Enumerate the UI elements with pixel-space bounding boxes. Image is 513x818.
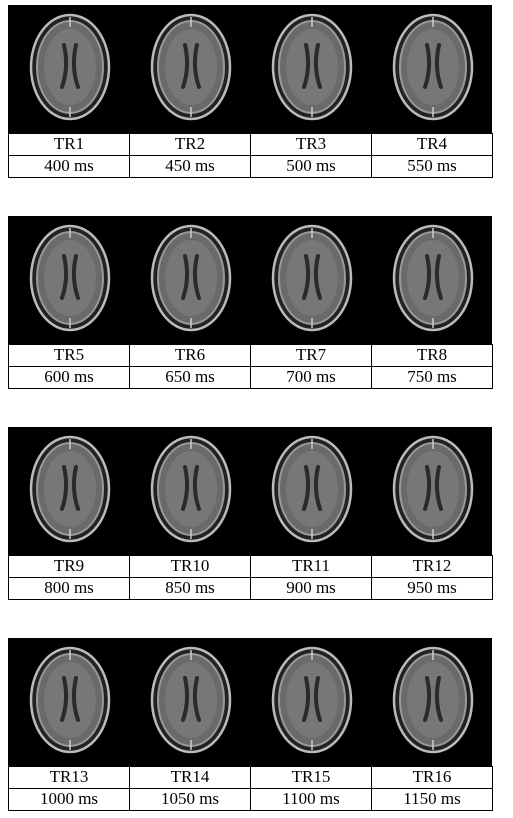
mri-images: [29, 435, 474, 543]
brain-part: [302, 43, 322, 89]
tr-time: 750 ms: [371, 366, 493, 389]
brain-part: [302, 254, 322, 300]
brain-part: [44, 240, 96, 316]
brain-part: [407, 240, 459, 316]
tr-time: 900 ms: [250, 577, 372, 600]
image-strip: [8, 216, 492, 344]
tr-label: TR6: [129, 344, 251, 367]
tr-label: TR16: [371, 766, 493, 789]
tr-label: TR14: [129, 766, 251, 789]
tr-time: 550 ms: [371, 155, 493, 178]
brain-part: [407, 29, 459, 105]
tr-time: 450 ms: [129, 155, 251, 178]
mri-images: [29, 13, 474, 121]
tr-label: TR15: [250, 766, 372, 789]
tr-time: 600 ms: [8, 366, 130, 389]
brain-part: [286, 240, 338, 316]
tr-time: 1100 ms: [250, 788, 372, 811]
brain-part: [44, 662, 96, 738]
tr-time: 800 ms: [8, 577, 130, 600]
brain-part: [60, 465, 80, 511]
tr-label: TR9: [8, 555, 130, 578]
tr-time: 1000 ms: [8, 788, 130, 811]
tr-label: TR1: [8, 133, 130, 156]
brain-part: [423, 43, 443, 89]
tr-label: TR2: [129, 133, 251, 156]
image-strip: [8, 5, 492, 133]
brain-part: [165, 662, 217, 738]
tr-label: TR10: [129, 555, 251, 578]
tr-time: 850 ms: [129, 577, 251, 600]
mri-images: [29, 224, 474, 332]
tr-time: 500 ms: [250, 155, 372, 178]
tr-time: 650 ms: [129, 366, 251, 389]
brain-part: [181, 465, 201, 511]
tr-time: 1150 ms: [371, 788, 493, 811]
brain-part: [181, 676, 201, 722]
brain-part: [423, 254, 443, 300]
tr-label: TR12: [371, 555, 493, 578]
brain-part: [423, 465, 443, 511]
image-strip: [8, 638, 492, 766]
mri-images: [29, 646, 474, 754]
brain-part: [407, 662, 459, 738]
tr-time: 950 ms: [371, 577, 493, 600]
image-strip: [8, 427, 492, 555]
brain-part: [423, 676, 443, 722]
tr-label: TR4: [371, 133, 493, 156]
tr-label: TR8: [371, 344, 493, 367]
brain-part: [181, 43, 201, 89]
brain-part: [407, 451, 459, 527]
tr-label: TR7: [250, 344, 372, 367]
brain-part: [286, 662, 338, 738]
brain-part: [60, 676, 80, 722]
brain-part: [286, 29, 338, 105]
brain-part: [165, 451, 217, 527]
brain-part: [165, 29, 217, 105]
brain-part: [44, 451, 96, 527]
brain-part: [286, 451, 338, 527]
tr-time: 400 ms: [8, 155, 130, 178]
tr-label: TR5: [8, 344, 130, 367]
brain-part: [302, 676, 322, 722]
tr-label: TR3: [250, 133, 372, 156]
brain-part: [60, 43, 80, 89]
tr-time: 700 ms: [250, 366, 372, 389]
brain-part: [181, 254, 201, 300]
brain-part: [302, 465, 322, 511]
brain-part: [44, 29, 96, 105]
tr-label: TR11: [250, 555, 372, 578]
tr-label: TR13: [8, 766, 130, 789]
tr-time: 1050 ms: [129, 788, 251, 811]
brain-part: [165, 240, 217, 316]
brain-part: [60, 254, 80, 300]
